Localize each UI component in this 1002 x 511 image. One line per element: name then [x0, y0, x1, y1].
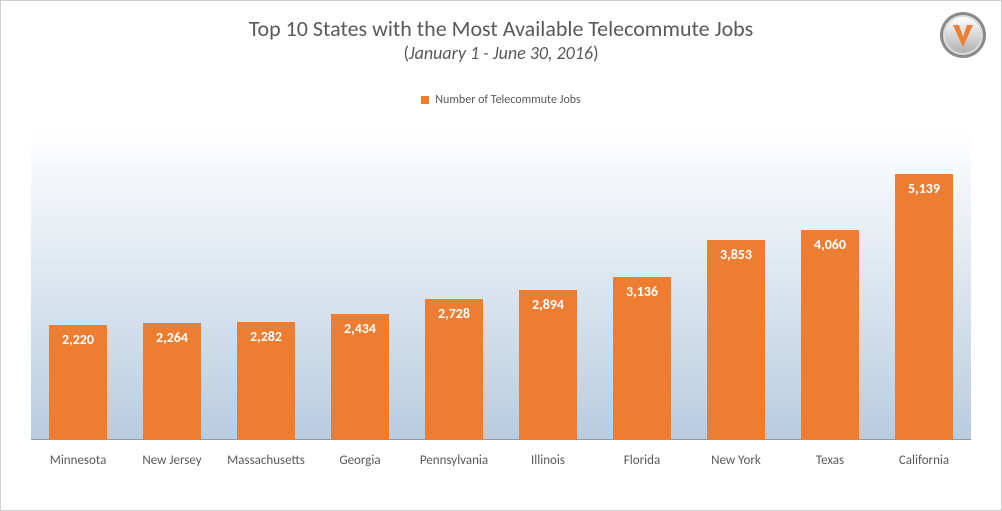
data-label: 2,434 [344, 320, 376, 337]
category-label: Pennsylvania [407, 453, 501, 468]
bar-slot: 3,136Florida [595, 129, 689, 440]
data-label: 4,060 [814, 236, 846, 253]
bar-slot: 2,264New Jersey [125, 129, 219, 440]
bar: 4,060 [801, 230, 858, 440]
category-label: New York [689, 453, 783, 468]
bar-slot: 2,434Georgia [313, 129, 407, 440]
bar: 2,264 [143, 323, 200, 440]
category-label: California [877, 453, 971, 468]
category-label: Florida [595, 453, 689, 468]
data-label: 2,894 [532, 296, 564, 313]
bar-slot: 2,894Illinois [501, 129, 595, 440]
chart-title-block: Top 10 States with the Most Available Te… [1, 15, 1001, 64]
bar-slot: 2,220Minnesota [31, 129, 125, 440]
brand-logo-icon [939, 11, 987, 59]
bar: 2,728 [425, 299, 482, 440]
category-label: Texas [783, 453, 877, 468]
bar: 3,853 [707, 240, 764, 440]
bar: 2,282 [237, 322, 294, 440]
category-label: Minnesota [31, 453, 125, 468]
bar: 3,136 [613, 277, 670, 440]
bar-slot: 3,853New York [689, 129, 783, 440]
data-label: 3,136 [626, 283, 658, 300]
data-label: 2,728 [438, 305, 470, 322]
bar-slot: 5,139California [877, 129, 971, 440]
chart-subtitle: (January 1 - June 30, 2016) [1, 42, 1001, 64]
bar-slot: 4,060Texas [783, 129, 877, 440]
bar: 2,894 [519, 290, 576, 440]
chart-title: Top 10 States with the Most Available Te… [1, 15, 1001, 42]
chart-subtitle-text: January 1 - June 30, 2016 [409, 42, 593, 64]
legend-label: Number of Telecommute Jobs [435, 93, 580, 107]
chart-legend: Number of Telecommute Jobs [1, 93, 1001, 107]
data-label: 2,220 [62, 331, 94, 348]
data-label: 5,139 [908, 180, 940, 197]
bar-slot: 2,282Massachusetts [219, 129, 313, 440]
bar: 2,434 [331, 314, 388, 440]
category-label: Georgia [313, 453, 407, 468]
chart-container: Top 10 States with the Most Available Te… [0, 0, 1002, 511]
bar-slot: 2,728Pennsylvania [407, 129, 501, 440]
chart-bars: 2,220Minnesota2,264New Jersey2,282Massac… [31, 129, 971, 440]
data-label: 2,264 [156, 329, 188, 346]
legend-swatch [421, 96, 429, 104]
category-label: Illinois [501, 453, 595, 468]
bar: 5,139 [895, 174, 952, 440]
data-label: 2,282 [250, 328, 282, 345]
category-label: Massachusetts [219, 453, 313, 468]
bar: 2,220 [49, 325, 106, 440]
category-label: New Jersey [125, 453, 219, 468]
data-label: 3,853 [720, 246, 752, 263]
